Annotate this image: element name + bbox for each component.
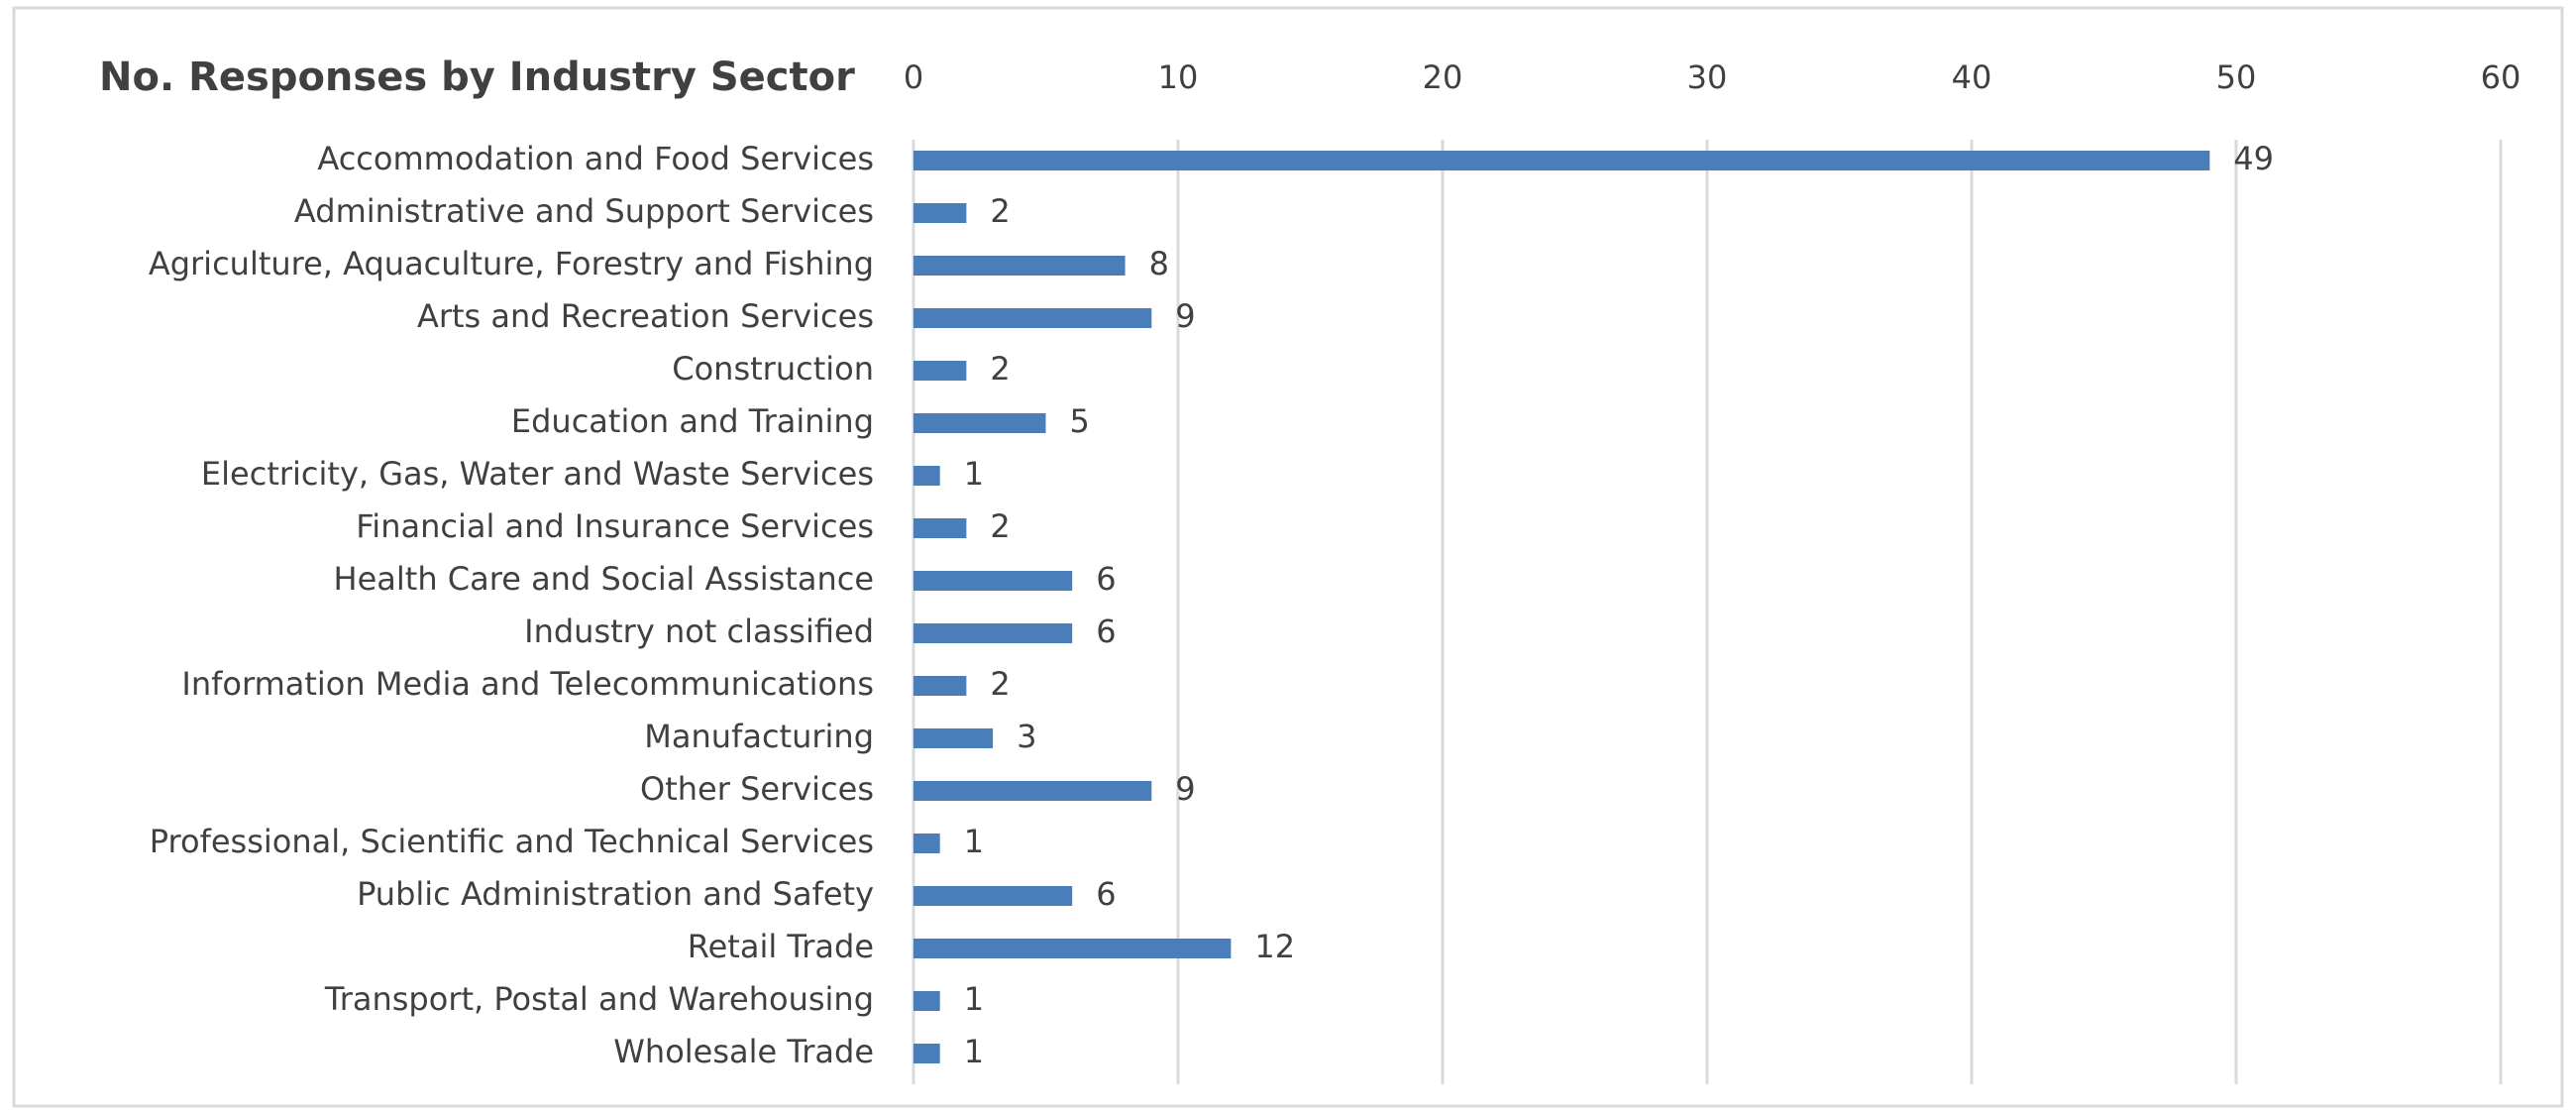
y-tick-label: Education and Training [511,402,874,440]
data-label: 1 [964,980,984,1018]
data-label: 49 [2233,140,2274,177]
x-tick-label: 0 [904,58,923,96]
y-tick-label: Information Media and Telecommunications [181,665,874,703]
data-label: 12 [1254,928,1295,965]
data-label: 8 [1149,245,1169,282]
bar [913,571,1073,591]
bar [913,518,967,538]
bar [913,256,1126,276]
y-tick-label: Manufacturing [644,718,874,755]
data-label: 6 [1096,560,1116,598]
bar [913,834,940,853]
y-tick-label: Transport, Postal and Warehousing [324,980,874,1018]
bar [913,939,1232,958]
x-tick-label: 40 [1952,58,1992,96]
bar [913,886,1073,906]
y-tick-label: Other Services [640,770,874,808]
data-label: 2 [990,665,1010,703]
data-label: 2 [990,350,1010,388]
bar [913,308,1152,328]
y-tick-label: Administrative and Support Services [294,192,874,230]
data-label: 1 [964,823,984,860]
bar [913,413,1046,433]
data-label: 1 [964,1033,984,1070]
chart-frame [12,6,2564,1108]
data-label: 9 [1175,770,1195,808]
y-tick-label: Health Care and Social Assistance [334,560,874,598]
y-tick-label: Retail Trade [688,928,874,965]
x-tick-label: 10 [1158,58,1199,96]
chart-title: No. Responses by Industry Sector [99,55,855,100]
x-tick-label: 30 [1687,58,1728,96]
y-tick-label: Wholesale Trade [613,1033,874,1070]
data-label: 2 [990,192,1010,230]
y-tick-label: Construction [672,350,874,388]
bar [913,728,994,748]
bar [913,361,967,381]
y-tick-label: Agriculture, Aquaculture, Forestry and F… [149,245,874,282]
data-label: 6 [1096,612,1116,650]
y-tick-label: Professional, Scientific and Technical S… [150,823,874,860]
bar [913,203,967,223]
bar [913,623,1073,643]
bar [913,676,967,696]
data-label: 9 [1175,297,1195,335]
x-tick-label: 50 [2216,58,2257,96]
data-label: 5 [1070,402,1090,440]
y-tick-label: Financial and Insurance Services [356,507,874,545]
data-label: 2 [990,507,1010,545]
data-label: 3 [1017,718,1036,755]
y-tick-label: Industry not classified [524,612,874,650]
bar [913,466,940,486]
x-tick-label: 20 [1423,58,1463,96]
bar [913,991,940,1011]
x-tick-label: 60 [2481,58,2522,96]
bar [913,1044,940,1063]
y-tick-label: Public Administration and Safety [357,875,874,913]
bar [913,781,1152,801]
y-tick-label: Electricity, Gas, Water and Waste Servic… [201,455,874,493]
data-label: 6 [1096,875,1116,913]
data-label: 1 [964,455,984,493]
y-tick-label: Arts and Recreation Services [417,297,874,335]
bar [913,151,2210,170]
y-tick-label: Accommodation and Food Services [317,140,874,177]
